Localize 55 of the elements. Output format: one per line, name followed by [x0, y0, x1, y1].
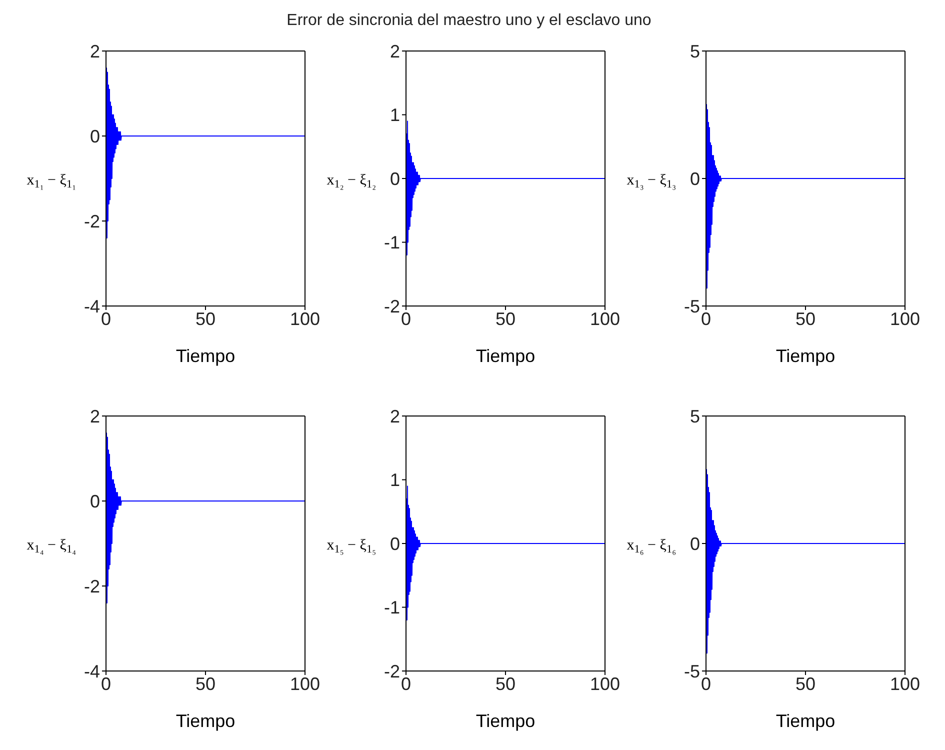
x-tick-label: 100 [890, 308, 920, 329]
y-tick-label: 0 [690, 168, 700, 189]
y-tick-label: 2 [90, 41, 100, 62]
y-axis-title: x$_{1₄}$ − ξ$_{1₄}$ [26, 538, 76, 556]
x-axis-title: Tiempo [776, 711, 836, 731]
y-tick-label: -4 [84, 661, 100, 682]
y-tick-label: 0 [690, 534, 700, 554]
line-series [406, 120, 605, 256]
y-axis-title: x$_{1₂}$ − ξ$_{1₂}$ [326, 172, 376, 190]
y-tick-label: 0 [390, 534, 400, 554]
y-tick-label: 5 [690, 406, 700, 426]
x-axis-title: Tiempo [176, 711, 236, 731]
y-tick-label: -1 [384, 598, 400, 618]
y-tick-label: -5 [684, 661, 700, 682]
y-tick-label: 2 [390, 406, 400, 426]
y-tick-label: -2 [384, 296, 400, 316]
y-axis-title: x$_{1₁}$ − ξ$_{1₁}$ [26, 172, 76, 190]
line-series [406, 486, 605, 620]
y-tick-label: 2 [390, 41, 400, 62]
y-axis-title: x$_{1₅}$ − ξ$_{1₅}$ [326, 538, 376, 556]
x-tick-label: 100 [890, 674, 920, 694]
x-axis-title: Tiempo [776, 346, 836, 366]
y-tick-label: -4 [84, 296, 100, 316]
x-tick-label: 50 [195, 674, 216, 694]
y-tick-label: 1 [390, 105, 400, 126]
y-tick-label: 5 [690, 41, 700, 62]
y-tick-label: -2 [84, 211, 100, 232]
line-series [706, 469, 905, 654]
x-tick-label: 50 [795, 674, 816, 694]
y-tick-label: 0 [90, 491, 100, 512]
y-tick-label: 1 [390, 470, 400, 490]
x-tick-label: 50 [495, 308, 516, 329]
x-tick-label: 100 [290, 308, 320, 329]
x-tick-label: 100 [590, 308, 620, 329]
y-tick-label: -5 [684, 296, 700, 316]
y-axis-title: x$_{1₃}$ − ξ$_{1₃}$ [626, 172, 676, 190]
line-series [106, 432, 305, 604]
x-tick-label: 100 [590, 674, 620, 694]
y-tick-label: -2 [84, 576, 100, 596]
x-tick-label: 50 [795, 308, 816, 329]
y-tick-label: 2 [90, 406, 100, 426]
x-tick-label: 100 [290, 674, 320, 694]
x-tick-label: 50 [195, 308, 216, 329]
x-axis-title: Tiempo [176, 346, 236, 366]
chart-title: Error de sincronia del maestro uno y el esclavo uno [286, 12, 652, 30]
x-tick-label: 50 [495, 674, 516, 694]
y-axis-title: x$_{1₆}$ − ξ$_{1₆}$ [626, 538, 676, 556]
line-series [706, 104, 905, 289]
x-axis-title: Tiempo [476, 711, 536, 731]
x-axis-title: Tiempo [476, 346, 536, 366]
y-tick-label: -1 [384, 232, 400, 253]
line-series [106, 68, 305, 238]
y-tick-label: -2 [384, 661, 400, 682]
y-tick-label: 0 [390, 168, 400, 189]
y-tick-label: 0 [90, 126, 100, 146]
